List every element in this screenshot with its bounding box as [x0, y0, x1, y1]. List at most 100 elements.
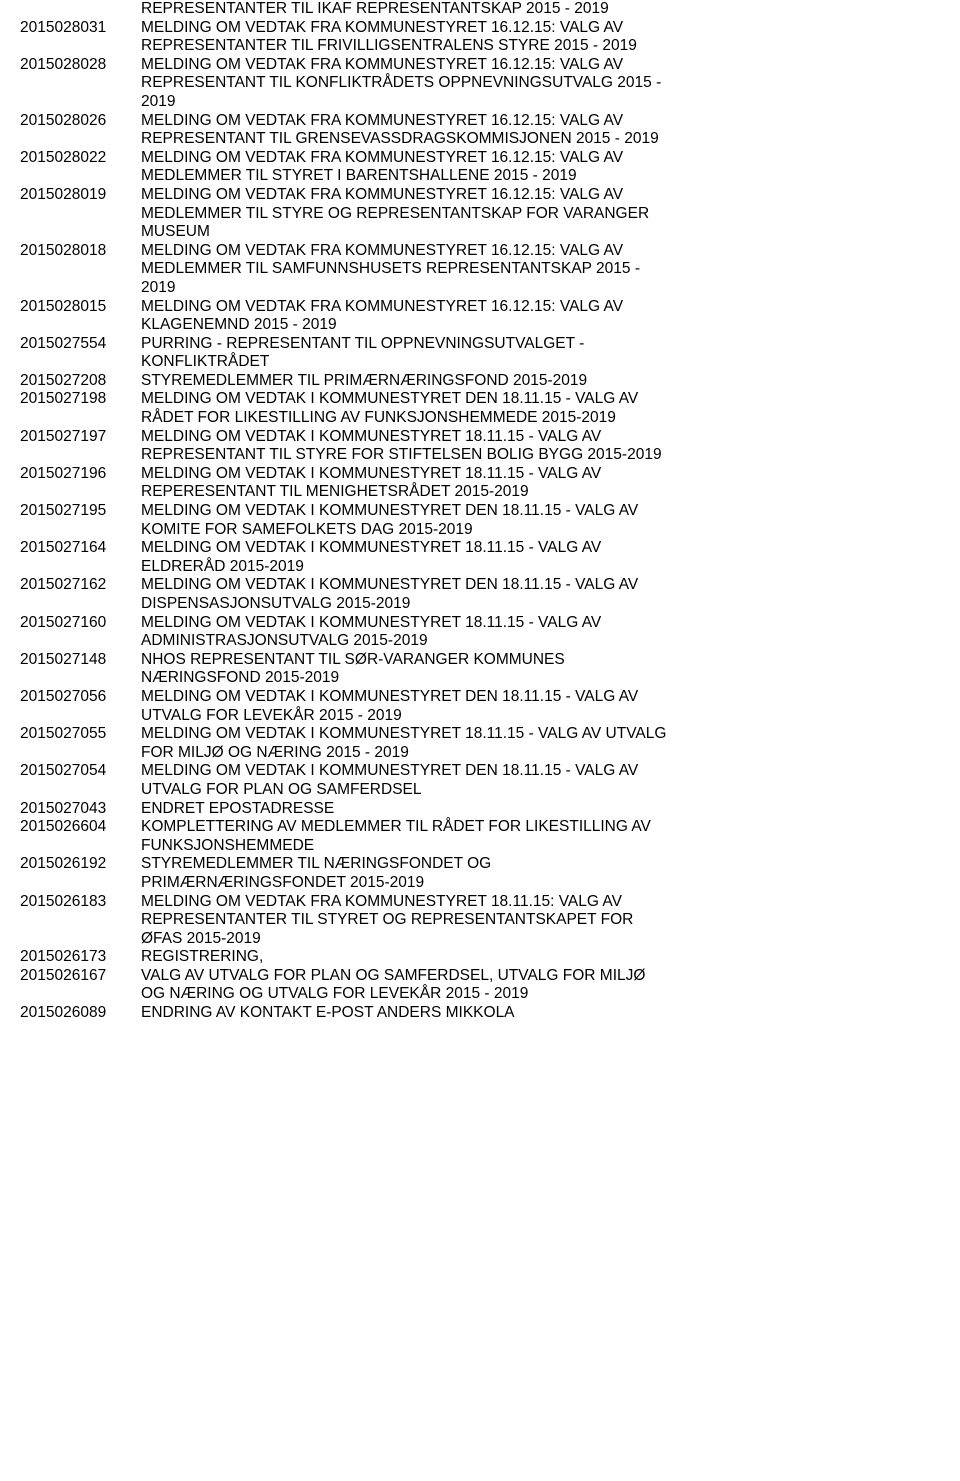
row-text: MELDING OM VEDTAK I KOMMUNESTYRET DEN 18… — [141, 576, 940, 595]
row-text: STYREMEDLEMMER TIL PRIMÆRNÆRINGSFOND 201… — [141, 372, 940, 391]
table-row: 2015027554PURRING - REPRESENTANT TIL OPP… — [20, 335, 940, 354]
row-id: 2015027055 — [20, 725, 141, 744]
row-id: 2015028026 — [20, 112, 141, 131]
row-id: 2015027056 — [20, 688, 141, 707]
row-text-continuation: FUNKSJONSHEMMEDE — [141, 837, 940, 856]
row-text-continuation: NÆRINGSFOND 2015-2019 — [141, 669, 940, 688]
table-row: 2015027054MELDING OM VEDTAK I KOMMUNESTY… — [20, 762, 940, 781]
row-text-continuation: REPERESENTANT TIL MENIGHETSRÅDET 2015-20… — [141, 483, 940, 502]
row-text-continuation: ELDRERÅD 2015-2019 — [141, 558, 940, 577]
row-id: 2015027162 — [20, 576, 141, 595]
row-id: 2015026604 — [20, 818, 141, 837]
row-text: MELDING OM VEDTAK I KOMMUNESTYRET 18.11.… — [141, 539, 940, 558]
table-row: 2015027056MELDING OM VEDTAK I KOMMUNESTY… — [20, 688, 940, 707]
row-text: MELDING OM VEDTAK I KOMMUNESTYRET 18.11.… — [141, 614, 940, 633]
row-id: 2015027043 — [20, 800, 141, 819]
row-text-continuation: MEDLEMMER TIL STYRE OG REPRESENTANTSKAP … — [141, 205, 940, 224]
row-text: MELDING OM VEDTAK FRA KOMMUNESTYRET 16.1… — [141, 56, 940, 75]
row-id: 2015026192 — [20, 855, 141, 874]
row-text: PURRING - REPRESENTANT TIL OPPNEVNINGSUT… — [141, 335, 940, 354]
row-text: MELDING OM VEDTAK FRA KOMMUNESTYRET 18.1… — [141, 893, 940, 912]
table-row: 2015028028MELDING OM VEDTAK FRA KOMMUNES… — [20, 56, 940, 75]
row-text-continuation: UTVALG FOR LEVEKÅR 2015 - 2019 — [141, 707, 940, 726]
row-id: 2015026183 — [20, 893, 141, 912]
row-text: KOMPLETTERING AV MEDLEMMER TIL RÅDET FOR… — [141, 818, 940, 837]
table-row: 2015027208STYREMEDLEMMER TIL PRIMÆRNÆRIN… — [20, 372, 940, 391]
row-text: MELDING OM VEDTAK FRA KOMMUNESTYRET 16.1… — [141, 149, 940, 168]
row-text: MELDING OM VEDTAK I KOMMUNESTYRET DEN 18… — [141, 762, 940, 781]
table-row: 2015028015MELDING OM VEDTAK FRA KOMMUNES… — [20, 298, 940, 317]
table-row: 2015027164MELDING OM VEDTAK I KOMMUNESTY… — [20, 539, 940, 558]
row-text: MELDING OM VEDTAK I KOMMUNESTYRET 18.11.… — [141, 725, 940, 744]
table-row: 2015027043ENDRET EPOSTADRESSE — [20, 800, 940, 819]
row-text: ENDRING AV KONTAKT E-POST ANDERS MIKKOLA — [141, 1004, 940, 1023]
row-text-continuation: 2019 — [141, 93, 940, 112]
row-id: 2015028022 — [20, 149, 141, 168]
row-id: 2015027196 — [20, 465, 141, 484]
row-text: MELDING OM VEDTAK I KOMMUNESTYRET DEN 18… — [141, 688, 940, 707]
table-row: 2015026167VALG AV UTVALG FOR PLAN OG SAM… — [20, 967, 940, 986]
row-text-continuation: ØFAS 2015-2019 — [141, 930, 940, 949]
row-id: 2015026167 — [20, 967, 141, 986]
row-id: 2015028019 — [20, 186, 141, 205]
row-id: 2015027554 — [20, 335, 141, 354]
table-row: 2015027195MELDING OM VEDTAK I KOMMUNESTY… — [20, 502, 940, 521]
row-id: 2015027195 — [20, 502, 141, 521]
row-id: 2015027198 — [20, 390, 141, 409]
row-text: REGISTRERING, — [141, 948, 940, 967]
table-row: 2015026173REGISTRERING, — [20, 948, 940, 967]
row-id: 2015028018 — [20, 242, 141, 261]
table-row: 2015027148NHOS REPRESENTANT TIL SØR-VARA… — [20, 651, 940, 670]
row-text-continuation: KOMITE FOR SAMEFOLKETS DAG 2015-2019 — [141, 521, 940, 540]
row-id: 2015026173 — [20, 948, 141, 967]
row-text-continuation: REPRESENTANTER TIL FRIVILLIGSENTRALENS S… — [141, 37, 940, 56]
table-row: 2015026604KOMPLETTERING AV MEDLEMMER TIL… — [20, 818, 940, 837]
row-text: MELDING OM VEDTAK FRA KOMMUNESTYRET 16.1… — [141, 19, 940, 38]
row-id: 2015027148 — [20, 651, 141, 670]
table-row: 2015027055MELDING OM VEDTAK I KOMMUNESTY… — [20, 725, 940, 744]
row-text-continuation: MEDLEMMER TIL SAMFUNNSHUSETS REPRESENTAN… — [141, 260, 940, 279]
table-row: 2015027198MELDING OM VEDTAK I KOMMUNESTY… — [20, 390, 940, 409]
table-row: REPRESENTANTER TIL IKAF REPRESENTANTSKAP… — [20, 0, 940, 19]
table-row: 2015028018MELDING OM VEDTAK FRA KOMMUNES… — [20, 242, 940, 261]
row-text-continuation: ADMINISTRASJONSUTVALG 2015-2019 — [141, 632, 940, 651]
row-text-continuation: KLAGENEMND 2015 - 2019 — [141, 316, 940, 335]
row-text-continuation: RÅDET FOR LIKESTILLING AV FUNKSJONSHEMME… — [141, 409, 940, 428]
table-row: 2015026183MELDING OM VEDTAK FRA KOMMUNES… — [20, 893, 940, 912]
row-text-continuation: KONFLIKTRÅDET — [141, 353, 940, 372]
row-id: 2015028028 — [20, 56, 141, 75]
table-row: 2015028022MELDING OM VEDTAK FRA KOMMUNES… — [20, 149, 940, 168]
table-row: 2015026192STYREMEDLEMMER TIL NÆRINGSFOND… — [20, 855, 940, 874]
table-row: 2015028019MELDING OM VEDTAK FRA KOMMUNES… — [20, 186, 940, 205]
row-text: MELDING OM VEDTAK I KOMMUNESTYRET DEN 18… — [141, 502, 940, 521]
row-text: MELDING OM VEDTAK FRA KOMMUNESTYRET 16.1… — [141, 186, 940, 205]
row-text: MELDING OM VEDTAK FRA KOMMUNESTYRET 16.1… — [141, 298, 940, 317]
row-id: 2015028031 — [20, 19, 141, 38]
row-text: ENDRET EPOSTADRESSE — [141, 800, 940, 819]
row-id: 2015027208 — [20, 372, 141, 391]
row-text-continuation: OG NÆRING OG UTVALG FOR LEVEKÅR 2015 - 2… — [141, 985, 940, 1004]
table-row: 2015028031MELDING OM VEDTAK FRA KOMMUNES… — [20, 19, 940, 38]
row-text: MELDING OM VEDTAK I KOMMUNESTYRET DEN 18… — [141, 390, 940, 409]
row-text-continuation: MUSEUM — [141, 223, 940, 242]
table-row: 2015026089ENDRING AV KONTAKT E-POST ANDE… — [20, 1004, 940, 1023]
row-text-continuation: REPRESENTANT TIL KONFLIKTRÅDETS OPPNEVNI… — [141, 74, 940, 93]
row-id: 2015027054 — [20, 762, 141, 781]
row-text: VALG AV UTVALG FOR PLAN OG SAMFERDSEL, U… — [141, 967, 940, 986]
row-text: MELDING OM VEDTAK I KOMMUNESTYRET 18.11.… — [141, 465, 940, 484]
table-row: 2015027162MELDING OM VEDTAK I KOMMUNESTY… — [20, 576, 940, 595]
row-text-continuation: REPRESENTANT TIL STYRE FOR STIFTELSEN BO… — [141, 446, 940, 465]
row-id: 2015027160 — [20, 614, 141, 633]
row-text-continuation: REPRESENTANT TIL GRENSEVASSDRAGSKOMMISJO… — [141, 130, 940, 149]
table-row: 2015027196MELDING OM VEDTAK I KOMMUNESTY… — [20, 465, 940, 484]
row-text-continuation: PRIMÆRNÆRINGSFONDET 2015-2019 — [141, 874, 940, 893]
row-text-continuation: UTVALG FOR PLAN OG SAMFERDSEL — [141, 781, 940, 800]
row-text-continuation: 2019 — [141, 279, 940, 298]
document-body: REPRESENTANTER TIL IKAF REPRESENTANTSKAP… — [0, 0, 960, 1043]
row-id: 2015026089 — [20, 1004, 141, 1023]
row-text-continuation: REPRESENTANTER TIL STYRET OG REPRESENTAN… — [141, 911, 940, 930]
row-text-continuation: FOR MILJØ OG NÆRING 2015 - 2019 — [141, 744, 940, 763]
row-text-continuation: DISPENSASJONSUTVALG 2015-2019 — [141, 595, 940, 614]
row-text: REPRESENTANTER TIL IKAF REPRESENTANTSKAP… — [141, 0, 940, 19]
row-text: NHOS REPRESENTANT TIL SØR-VARANGER KOMMU… — [141, 651, 940, 670]
